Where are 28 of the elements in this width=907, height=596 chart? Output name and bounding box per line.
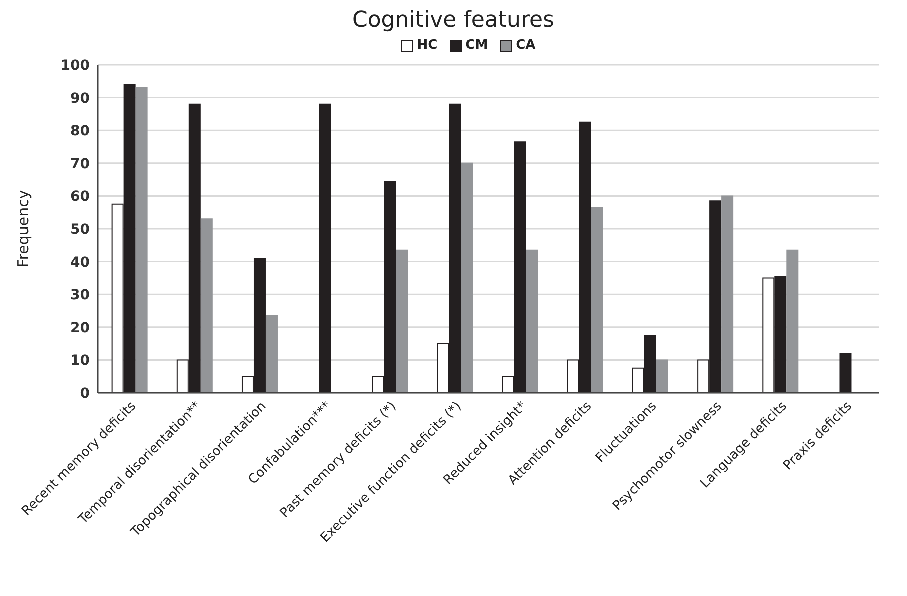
bar (136, 87, 148, 393)
chart-title: Cognitive features (351, 8, 556, 33)
legend-label: CM (466, 38, 488, 53)
bar (840, 353, 852, 393)
bar (526, 250, 538, 393)
bar (200, 218, 213, 393)
y-tick-label: 30 (70, 288, 90, 304)
y-axis-title: Frequency (14, 190, 32, 268)
bar (396, 250, 408, 393)
y-tick-label: 90 (70, 90, 90, 107)
y-tick-label: 10 (70, 353, 90, 370)
y-tick-label: 80 (70, 124, 90, 140)
y-tick-label: 60 (70, 189, 90, 206)
bar (591, 207, 604, 393)
bar (656, 360, 668, 393)
bar (461, 162, 474, 393)
y-tick-label: 50 (70, 222, 90, 238)
y-tick-label: 0 (80, 386, 90, 402)
y-tick-label: 100 (60, 58, 90, 74)
bar (266, 315, 278, 393)
bar (319, 104, 332, 393)
y-tick-label: 20 (70, 320, 90, 336)
y-tick-label: 40 (70, 254, 90, 271)
y-tick-label: 70 (70, 156, 90, 172)
bar (722, 196, 734, 393)
legend-label: CA (516, 38, 536, 53)
legend-label: HC (417, 38, 438, 53)
bar (786, 250, 799, 393)
